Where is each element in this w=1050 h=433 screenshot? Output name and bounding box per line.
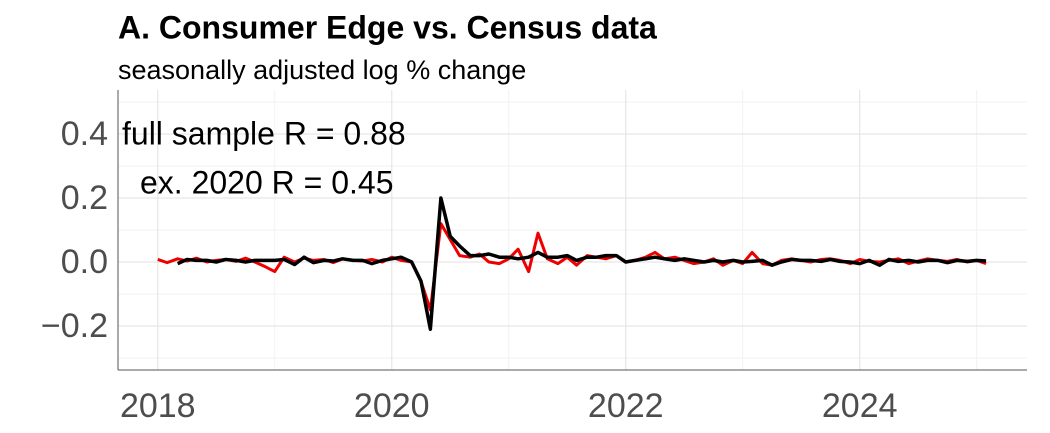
series-line — [157, 222, 987, 312]
series-line — [176, 196, 987, 331]
y-tick-label: 0.2 — [61, 179, 108, 217]
x-tick-label: 2022 — [588, 387, 664, 425]
x-tick-label: 2024 — [822, 387, 898, 425]
x-tick-label: 2018 — [120, 387, 196, 425]
chart-subtitle: seasonally adjusted log % change — [118, 55, 526, 85]
annotation: full sample R = 0.88 — [122, 115, 406, 151]
chart-title: A. Consumer Edge vs. Census data — [118, 9, 657, 45]
y-tick-label: 0.4 — [61, 115, 108, 153]
annotation: ex. 2020 R = 0.45 — [140, 164, 394, 200]
y-tick-label: 0.0 — [61, 243, 108, 281]
y-tick-label: −0.2 — [41, 307, 108, 345]
x-tick-label: 2020 — [354, 387, 430, 425]
